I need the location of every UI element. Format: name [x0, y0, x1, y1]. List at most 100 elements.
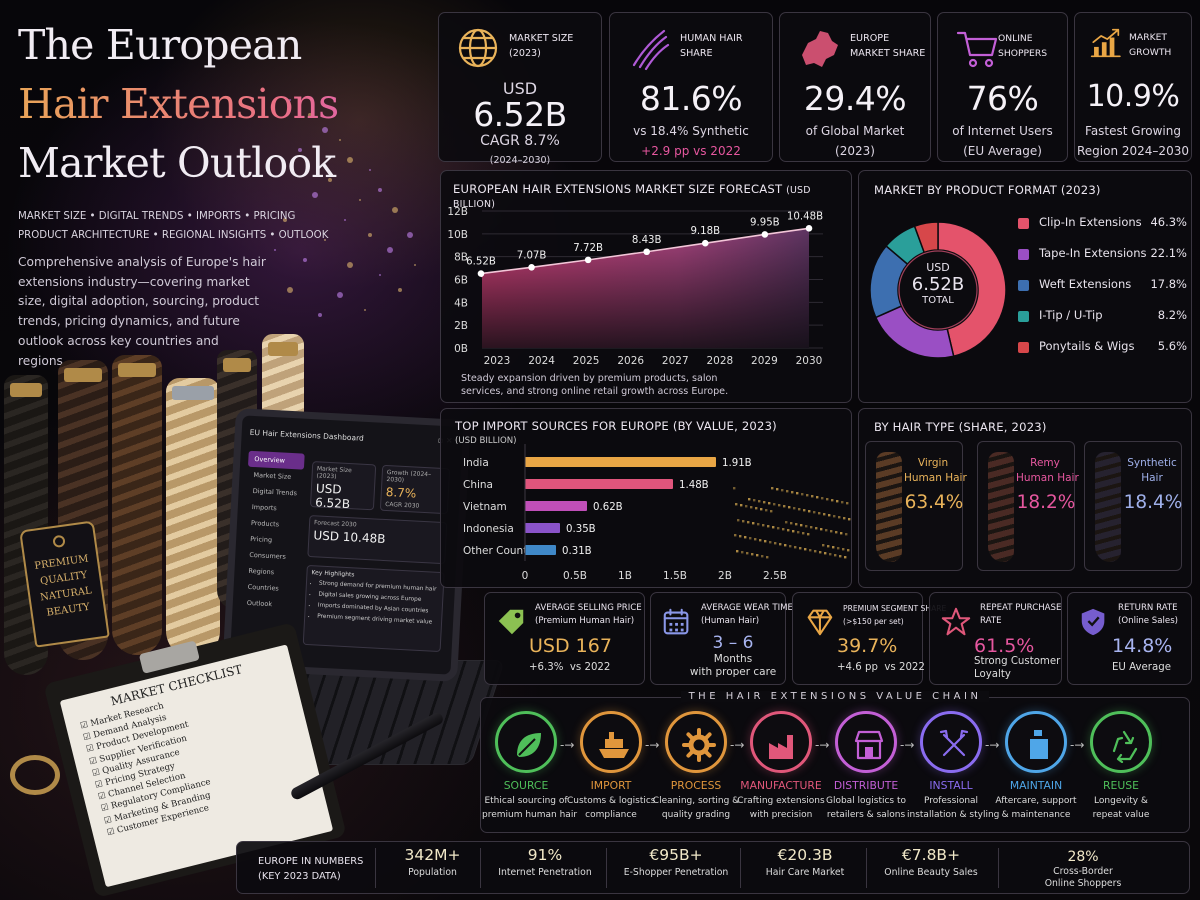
kpi-card: MARKET SIZE (2023) USD 6.52B CAGR 8.7% (2024…	[438, 12, 602, 166]
import-bar	[525, 479, 673, 489]
product-format-card: MARKET BY PRODUCT FORMAT (2023) USD 6.52…	[858, 170, 1192, 403]
hair-type-title: BY HAIR TYPE (SHARE, 2023)	[874, 420, 1047, 434]
import-data-label: 0.35B	[566, 524, 596, 535]
world-map-dot	[757, 523, 760, 526]
world-map-dot	[823, 513, 826, 516]
metric-card: AVERAGE SELLING PRICE (Premium Human Hai…	[484, 592, 645, 685]
kpi-value: 81.6%	[639, 79, 743, 118]
city-light-dot	[274, 249, 276, 251]
kpi-sub: of Internet Users	[952, 124, 1053, 138]
bundle-band	[118, 363, 156, 377]
value-chain-stage[interactable]: MAINTAIN Aftercare, support & maintenance	[992, 711, 1080, 822]
shield-icon	[1081, 608, 1105, 636]
world-map-dot	[755, 507, 758, 510]
stage-name: MANUFACTURE	[740, 779, 822, 792]
forecast-point	[584, 256, 592, 264]
city-light-dot	[324, 239, 326, 241]
donut-inner-ring	[898, 250, 978, 330]
chain-arrow-icon: -→	[645, 738, 660, 752]
forecast-x-tick: 2024	[528, 355, 555, 367]
world-map-dot	[788, 506, 791, 509]
tablet-market-size-card: Market Size (2023) USD 6.52B	[309, 461, 377, 511]
world-map-dot	[771, 487, 774, 490]
import-category-label: Vietnam	[463, 501, 507, 513]
world-map-dot	[809, 549, 812, 552]
forecast-data-label: 10.48B	[787, 211, 823, 222]
world-map-dot	[791, 491, 794, 494]
tagline: MARKET SIZE • DIGITAL TRENDS • IMPORTS •…	[18, 207, 348, 245]
tablet-nav-item[interactable]: Outlook	[246, 598, 273, 609]
stage-ring	[1090, 711, 1152, 773]
legend-swatch	[1018, 311, 1029, 322]
import-data-label: 1.91B	[722, 458, 752, 469]
metric-card: AVERAGE WEAR TIME (Human Hair) 3 – 6 Month…	[650, 592, 793, 685]
value-chain-stage[interactable]: REUSE Longevity & repeat value	[1077, 711, 1165, 822]
stage-ring	[665, 711, 727, 773]
gear-icon	[682, 728, 716, 762]
city-light-dot	[339, 139, 341, 141]
donut-center-currency: USD	[926, 261, 950, 274]
value-chain-stage[interactable]: IMPORT Customs & logistics compliance	[567, 711, 655, 822]
forecast-data-label: 8.43B	[632, 235, 662, 246]
import-bar-chart: India 1.91B China 1.48B Vietnam 0.62B Indonesi…	[463, 444, 851, 582]
world-map-dot	[781, 489, 784, 492]
number-label: Hair Care Market	[765, 867, 845, 878]
world-map-dot	[827, 545, 830, 548]
forecast-y-tick: 10B	[447, 229, 468, 241]
value-chain-stage[interactable]: DISTRIBUTE Global logistics to retailers …	[822, 711, 910, 822]
world-map-dot	[832, 546, 835, 549]
world-map-dot	[753, 499, 756, 502]
numbers-divider	[998, 848, 999, 888]
legend-row: Tape-In Extensions 22.1%	[1018, 246, 1193, 264]
chain-arrow-icon: -→	[1070, 738, 1085, 752]
product-format-donut	[869, 221, 1007, 359]
number-stat: 342M+ Population	[375, 846, 490, 879]
forecast-title-unit: (USD BILLION)	[453, 185, 811, 210]
number-value: €20.3B	[777, 846, 833, 864]
city-light-dot	[359, 199, 361, 201]
bundle-band	[172, 386, 214, 400]
value-chain-stage[interactable]: INSTALL Professional installation & styli…	[907, 711, 999, 822]
world-map-dot	[825, 529, 828, 532]
number-stat: 28% Cross-Border Online Shoppers	[998, 849, 1168, 890]
number-value: €95B+	[649, 846, 703, 864]
chain-arrow-icon: -→	[985, 738, 1000, 752]
stage-ring	[495, 711, 557, 773]
world-map-dot	[801, 493, 804, 496]
kpi-value: 29.4%	[803, 79, 907, 118]
world-map-dot	[777, 527, 780, 530]
stage-name: SOURCE	[503, 779, 549, 792]
value-chain-stage[interactable]: MANUFACTURE Crafting extensions with prec…	[737, 711, 825, 822]
growth-chart-icon	[1090, 28, 1121, 58]
import-x-tick: 1.5B	[663, 570, 687, 582]
metric-value: 39.7%	[837, 635, 898, 657]
number-label: Online Beauty Sales	[884, 867, 978, 878]
world-map-dot	[833, 515, 836, 518]
world-map-dot	[842, 548, 845, 551]
europe-numbers-title: EUROPE IN NUMBERS (KEY 2023 DATA)	[258, 856, 364, 882]
world-map-dot	[794, 546, 797, 549]
value-chain-stage[interactable]: SOURCE Ethical sourcing of premium human …	[482, 711, 577, 822]
chain-arrow-icon: -→	[560, 738, 575, 752]
city-light-dot	[328, 178, 332, 182]
world-map-dot	[783, 505, 786, 508]
forecast-point	[477, 270, 485, 277]
forecast-chart-card: EUROPEAN HAIR EXTENSIONS MARKET SIZE FOR…	[440, 170, 852, 403]
world-map-dot	[816, 496, 819, 499]
world-map-dot	[800, 524, 803, 527]
city-light-dot	[318, 313, 322, 317]
value-chain-stage[interactable]: PROCESS Cleaning, sorting & quality gradi…	[652, 711, 740, 822]
kpi-value: 6.52B	[473, 95, 567, 134]
tablet-highlights-list: Strong demand for premium human hair Dig…	[305, 576, 443, 629]
world-map-dot	[840, 532, 843, 535]
world-map-dot	[764, 540, 767, 543]
world-map-dot	[829, 553, 832, 556]
legend-swatch	[1018, 342, 1029, 353]
world-map-dot	[790, 522, 793, 525]
legend-percent: 17.8%	[1150, 277, 1187, 291]
number-stat: €20.3B Hair Care Market	[740, 846, 870, 879]
city-light-dot	[387, 247, 393, 253]
world-map-dot	[834, 554, 837, 557]
stage-description: Customs & logistics compliance	[567, 796, 656, 820]
city-light-dot	[368, 233, 372, 237]
